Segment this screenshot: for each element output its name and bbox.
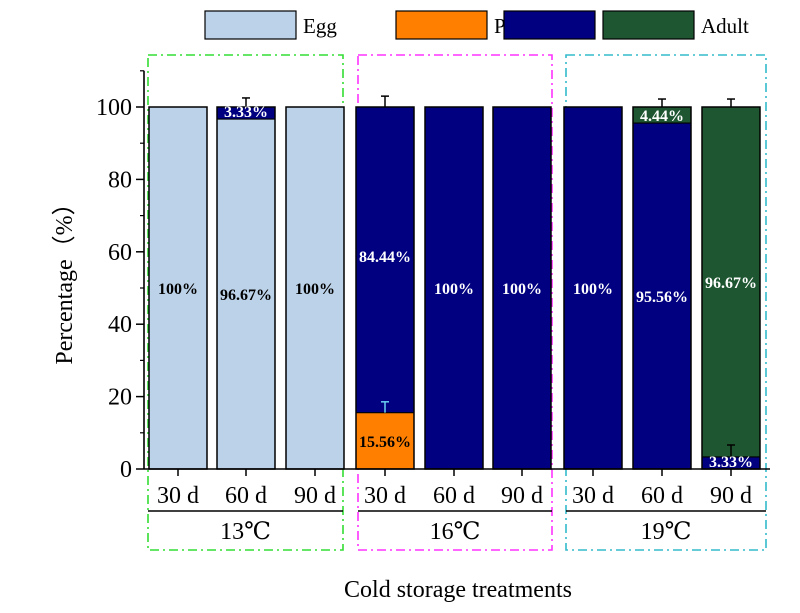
bar-13-60-d-pupa <box>217 107 275 120</box>
data-label-19-60-d-pupa: 95.56% <box>636 289 688 306</box>
bar-13-60-d-egg <box>217 119 275 470</box>
legend-label-adult: Adult <box>701 14 749 38</box>
y-tick-label-20: 20 <box>108 385 132 411</box>
bar-16-30-d-pre-pupa <box>356 412 414 469</box>
x-tick-label-13-90-d: 90 d <box>294 483 336 509</box>
bar-19-90-d-adult <box>702 107 760 457</box>
data-label-19-90-d-pupa: 3.33% <box>709 454 753 471</box>
bar-19-60-d-pupa <box>633 123 691 469</box>
legend-swatch-pupa <box>503 10 596 40</box>
y-tick-label-60: 60 <box>108 240 132 266</box>
legend: EggPre-pupaPupaAdult <box>204 10 749 40</box>
bar-16-90-d-pupa <box>493 107 551 469</box>
axes: 0 20 40 60 80 100 30 d 60 d 90 d 13℃ 30 d 60 d 90 d 1… <box>96 70 770 545</box>
x-tick-label-19-60-d: 60 d <box>641 483 683 509</box>
bars <box>148 95 761 470</box>
bar-16-60-d-pupa <box>425 107 483 469</box>
y-tick-label-100: 100 <box>96 95 132 121</box>
group-label-19: 19℃ <box>641 519 692 545</box>
group-label-16: 16℃ <box>430 519 481 545</box>
legend-label-egg: Egg <box>303 14 337 38</box>
data-label-16-30-d-pre-pupa: 15.56% <box>359 434 411 451</box>
bar-19-60-d-adult <box>633 107 691 124</box>
data-label-13-60-d-egg: 96.67% <box>220 287 272 304</box>
legend-swatch-pre-pupa <box>395 10 488 40</box>
y-tick-label-40: 40 <box>108 312 132 338</box>
legend-swatch-egg <box>204 10 297 40</box>
data-label-13-90-d-egg: 100% <box>295 281 335 298</box>
data-label-16-90-d-pupa: 100% <box>502 281 542 298</box>
data-label-19-90-d-adult: 96.67% <box>705 275 757 292</box>
bar-19-30-d-pupa <box>564 107 622 469</box>
data-labels: 100% 96.67% 3.33% 100% 15.56% 84.44% 100% 100% 1… <box>158 104 757 471</box>
group-frame-16 <box>357 54 553 551</box>
data-label-16-60-d-pupa: 100% <box>434 281 474 298</box>
x-tick-label-13-30-d: 30 d <box>157 483 199 509</box>
group-label-13: 13℃ <box>220 519 271 545</box>
data-label-19-30-d-pupa: 100% <box>573 281 613 298</box>
bar-19-90-d-pupa <box>702 456 760 469</box>
legend-swatch-adult <box>602 10 695 40</box>
x-tick-label-13-60-d: 60 d <box>225 483 267 509</box>
y-tick-label-0: 0 <box>120 457 132 483</box>
y-axis-label: Percentage（%） <box>52 191 78 364</box>
data-label-19-60-d-adult: 4.44% <box>640 108 684 125</box>
y-tick-label-80: 80 <box>108 167 132 193</box>
x-axis-label: Cold storage treatments <box>344 577 572 603</box>
x-tick-label-16-30-d: 30 d <box>364 483 406 509</box>
data-label-16-30-d-pupa: 84.44% <box>359 249 411 266</box>
data-label-13-30-d-egg: 100% <box>158 281 198 298</box>
x-tick-label-19-30-d: 30 d <box>572 483 614 509</box>
data-label-13-60-d-pupa: 3.33% <box>224 104 268 121</box>
x-tick-label-16-60-d: 60 d <box>433 483 475 509</box>
bar-16-30-d-pupa <box>356 107 414 413</box>
bar-13-90-d-egg <box>286 107 344 469</box>
bar-13-30-d-egg <box>149 107 207 469</box>
x-tick-label-19-90-d: 90 d <box>710 483 752 509</box>
x-tick-label-16-90-d: 90 d <box>501 483 543 509</box>
